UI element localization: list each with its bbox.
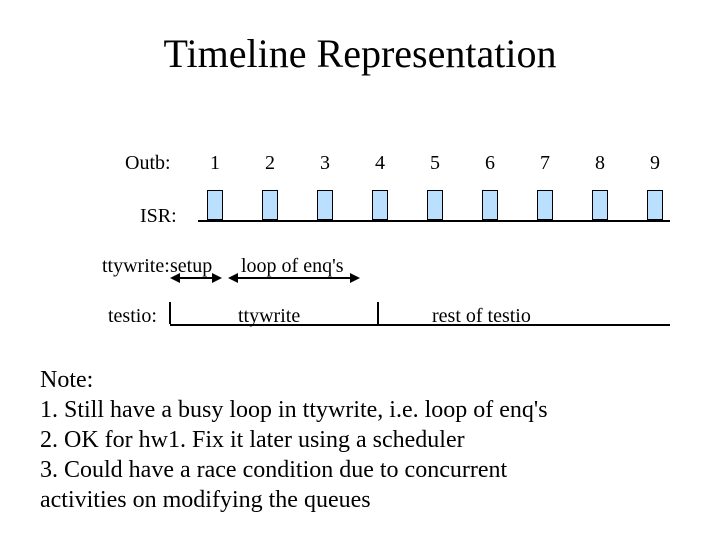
notes-block: Note:1. Still have a busy loop in ttywri… xyxy=(40,365,548,515)
isr-bar xyxy=(427,190,443,220)
outb-number: 7 xyxy=(540,152,550,175)
loop-enq-label: loop of enq's xyxy=(241,255,343,278)
ttywrite-label: ttywrite: xyxy=(102,255,170,278)
slide: Timeline Representation Outb: ISR: ttywr… xyxy=(0,0,720,540)
note-line: 1. Still have a busy loop in ttywrite, i… xyxy=(40,395,548,425)
isr-bar xyxy=(482,190,498,220)
isr-bar xyxy=(317,190,333,220)
outb-number: 6 xyxy=(485,152,495,175)
note-line: 2. OK for hw1. Fix it later using a sche… xyxy=(40,425,548,455)
testio-tick xyxy=(169,302,171,324)
isr-baseline xyxy=(198,220,670,222)
outb-number: 5 xyxy=(430,152,440,175)
isr-bar xyxy=(537,190,553,220)
testio-segment xyxy=(378,324,670,326)
testio-tick xyxy=(377,302,379,324)
outb-number: 2 xyxy=(265,152,275,175)
isr-label: ISR: xyxy=(140,205,177,228)
note-line: Note: xyxy=(40,365,548,395)
isr-bar xyxy=(592,190,608,220)
isr-bar xyxy=(207,190,223,220)
outb-number: 3 xyxy=(320,152,330,175)
page-title: Timeline Representation xyxy=(0,30,720,77)
note-line: activities on modifying the queues xyxy=(40,485,548,515)
outb-number: 1 xyxy=(210,152,220,175)
outb-number: 4 xyxy=(375,152,385,175)
testio-segment xyxy=(170,324,378,326)
isr-bar xyxy=(262,190,278,220)
isr-bar xyxy=(372,190,388,220)
outb-number: 9 xyxy=(650,152,660,175)
outb-label: Outb: xyxy=(125,152,171,175)
note-line: 3. Could have a race condition due to co… xyxy=(40,455,548,485)
testio-label: testio: xyxy=(108,305,157,328)
outb-number: 8 xyxy=(595,152,605,175)
isr-bar xyxy=(647,190,663,220)
